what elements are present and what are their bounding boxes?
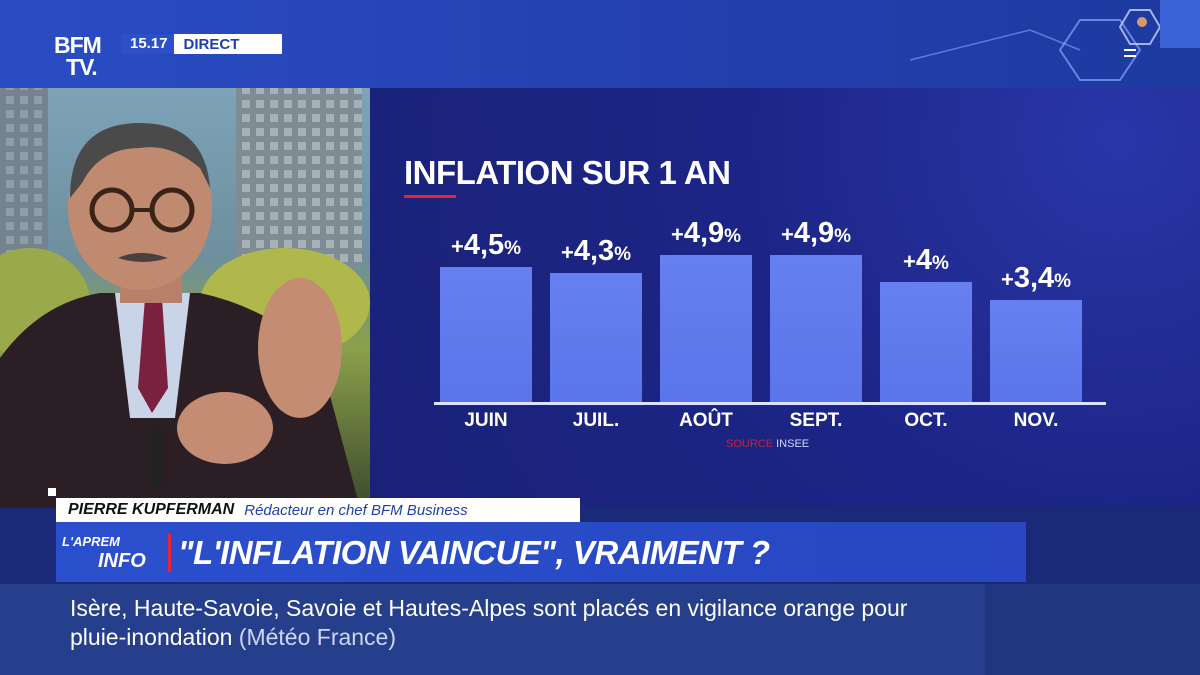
source-word: SOURCE (726, 438, 774, 450)
x-tick-label: JUIN (464, 410, 508, 431)
ticker-headline: Isère, Haute-Savoie, Savoie et Hautes-Al… (70, 595, 908, 650)
bar-value-label: +4,9% (670, 217, 742, 249)
bar-value-label: +4% (903, 244, 949, 276)
bar-value-label: +4,5% (450, 229, 522, 261)
headline-strap: L'APREM INFO "L'INFLATION VAINCUE", VRAI… (56, 522, 1026, 582)
show-logo: L'APREM INFO (62, 532, 166, 574)
bar-1 (440, 267, 532, 402)
ticker-text-block: Isère, Haute-Savoie, Savoie et Hautes-Al… (70, 594, 970, 652)
headline-text: "L'INFLATION VAINCUE", VRAIMENT ? (178, 534, 770, 571)
title-accent-line (404, 195, 456, 198)
logo-line-2: TV. (66, 54, 98, 80)
bar-value-label: +4,9% (780, 217, 852, 249)
ticker-source: (Météo France) (238, 624, 397, 650)
x-tick-label: NOV. (1013, 410, 1059, 431)
show-logo-top: L'APREM (62, 534, 120, 549)
x-tick-label: OCT. (904, 410, 948, 431)
presenter-figure (0, 123, 360, 508)
guest-role: Rédacteur en chef BFM Business (244, 501, 468, 519)
bar-value-label: +4,3% (560, 235, 632, 267)
time-live-badge: 15.17 DIRECT (122, 34, 282, 54)
presenter-video-area (0, 88, 370, 508)
source-name: INSEE (776, 438, 810, 450)
show-logo-bottom: INFO (98, 550, 146, 572)
x-tick-label: AOÛT (679, 410, 733, 431)
guest-name-strap: PIERRE KUPFERMAN Rédacteur en chef BFM B… (56, 498, 580, 522)
x-axis-line (434, 402, 1106, 405)
hexagon-decoration-icon (909, 9, 1162, 81)
clock-time: 15.17 (122, 34, 174, 54)
bar-2 (550, 273, 642, 402)
bar-value-label: +3,4% (1000, 262, 1072, 294)
strap-corner-dot (48, 488, 56, 496)
channel-logo: BFM TV. (54, 34, 118, 84)
x-tick-label: SEPT. (789, 410, 843, 431)
ticker-box: Isère, Haute-Savoie, Savoie et Hautes-Al… (0, 584, 985, 675)
live-label: DIRECT (183, 35, 240, 53)
bar-3 (660, 255, 752, 402)
chart-source: SOURCE INSEE (726, 438, 809, 450)
x-tick-label: JUIL. (572, 410, 620, 431)
show-separator (168, 534, 171, 572)
bar-4 (770, 255, 862, 402)
news-ticker: Isère, Haute-Savoie, Savoie et Hautes-Al… (0, 584, 1200, 675)
guest-name: PIERRE KUPFERMAN (68, 501, 235, 518)
bar-5 (880, 282, 972, 402)
logo-line-1: BFM (54, 32, 102, 58)
chart-title: INFLATION SUR 1 AN (404, 154, 731, 191)
corner-chip (1160, 0, 1200, 48)
bar-6 (990, 300, 1082, 402)
inflation-chart-panel: INFLATION SUR 1 AN +4,5% JUIN +4,3% JUIL. +4… (370, 88, 1200, 506)
